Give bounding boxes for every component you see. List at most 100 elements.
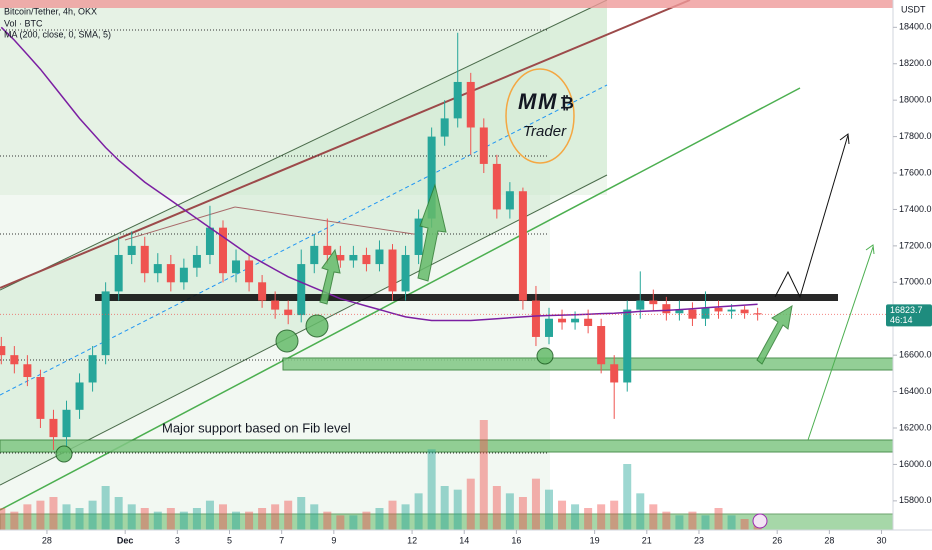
x-tick-label: 28: [824, 535, 834, 545]
volume-bar: [675, 515, 684, 530]
chart-title: Bitcoin/Tether, 4h, OKX: [4, 6, 97, 16]
candle-body: [440, 118, 449, 137]
candle-body: [36, 377, 45, 419]
projection-path: [774, 134, 849, 299]
candle-body: [375, 249, 384, 265]
volume-bar: [140, 508, 149, 530]
volume-bar: [36, 500, 45, 530]
volume-bar: [427, 449, 436, 530]
event-icon[interactable]: [752, 513, 768, 529]
candle-body: [75, 382, 84, 410]
candle-body: [336, 254, 345, 261]
volume-bar: [205, 500, 214, 530]
volume-bar: [636, 493, 645, 530]
candle-body: [453, 81, 462, 119]
volume-bar: [336, 515, 345, 530]
volume-bar: [714, 508, 723, 530]
candle-body: [62, 409, 71, 438]
candle-body: [584, 318, 593, 327]
volume-bar: [597, 504, 606, 530]
candle-body: [179, 267, 188, 283]
volume-bar: [414, 493, 423, 530]
candle-body: [205, 227, 214, 255]
candle-body: [649, 300, 658, 305]
volume-bar: [192, 508, 201, 530]
top-zone: [0, 0, 893, 8]
bottom-zone: [0, 513, 893, 530]
candle-body: [636, 300, 645, 310]
candle-body: [558, 318, 567, 323]
candle-body: [323, 245, 332, 255]
volume-bar: [323, 511, 332, 530]
y-tick-label: 18000.0: [899, 95, 932, 105]
y-tick-label: 18200.0: [899, 58, 932, 68]
volume-bar: [284, 500, 293, 530]
volume-bar: [440, 486, 449, 530]
candle-body: [166, 264, 175, 283]
volume-bar: [101, 486, 110, 530]
candle-body: [88, 355, 97, 383]
candle-body: [388, 249, 397, 292]
volume-bar: [258, 508, 267, 530]
x-tick-label: 12: [407, 535, 417, 545]
candle-body: [701, 307, 710, 319]
volume-bar: [688, 511, 697, 530]
candle-body: [232, 260, 241, 274]
touch-circle: [536, 347, 554, 365]
volume-bar: [401, 504, 410, 530]
support-zone: [282, 357, 893, 371]
resistance-line: [0, 0, 691, 289]
volume-bar: [88, 500, 97, 530]
y-tick-label: 18400.0: [899, 22, 932, 32]
candle-body: [23, 364, 32, 378]
marks: [0, 26, 893, 530]
touch-circle: [275, 329, 299, 353]
candle-body: [427, 136, 436, 219]
candle-body: [401, 254, 410, 292]
candle-body: [271, 300, 280, 310]
touch-circle: [305, 314, 329, 338]
x-tick-label: 26: [772, 535, 782, 545]
y-tick-label: 17800.0: [899, 131, 932, 141]
candle-body: [544, 318, 553, 337]
volume-bar: [518, 497, 527, 530]
volume-bar: [114, 497, 123, 530]
logo-text: Trader: [523, 123, 567, 140]
last-price-box: [886, 304, 932, 327]
volume-bar: [75, 508, 84, 530]
triangle-line: [124, 206, 236, 241]
volume-bar: [232, 511, 241, 530]
projection-head: [865, 244, 875, 255]
x-tick-label: 28: [42, 535, 52, 545]
x-tick-label: 30: [877, 535, 887, 545]
volume-bar: [49, 497, 58, 530]
y-tick-label: 17600.0: [899, 167, 932, 177]
volume-bar: [701, 515, 710, 530]
candle-body: [114, 254, 123, 292]
projection-line: [807, 246, 874, 441]
candle-body: [675, 309, 684, 314]
candle-body: [258, 282, 267, 301]
volume-bar: [153, 511, 162, 530]
volume-bar: [453, 489, 462, 530]
candle-body: [284, 309, 293, 316]
x-tick-label: 14: [459, 535, 469, 545]
logo-letter: M: [518, 89, 537, 114]
volume-bar: [727, 515, 736, 530]
x-tick-label: Dec: [117, 535, 134, 545]
x-tick-label: 9: [331, 535, 336, 545]
volume-bar: [362, 511, 371, 530]
candle-body: [688, 309, 697, 319]
projection-head: [839, 133, 850, 145]
candle-body: [127, 245, 136, 255]
x-axis-area: [0, 530, 932, 550]
volume-bar: [740, 519, 749, 530]
y-tick-label: 17400.0: [899, 204, 932, 214]
volume-bar: [310, 504, 319, 530]
volume-bar: [218, 504, 227, 530]
range-box: [0, 0, 607, 195]
candle-body: [571, 318, 580, 323]
volume-bar: [62, 504, 71, 530]
